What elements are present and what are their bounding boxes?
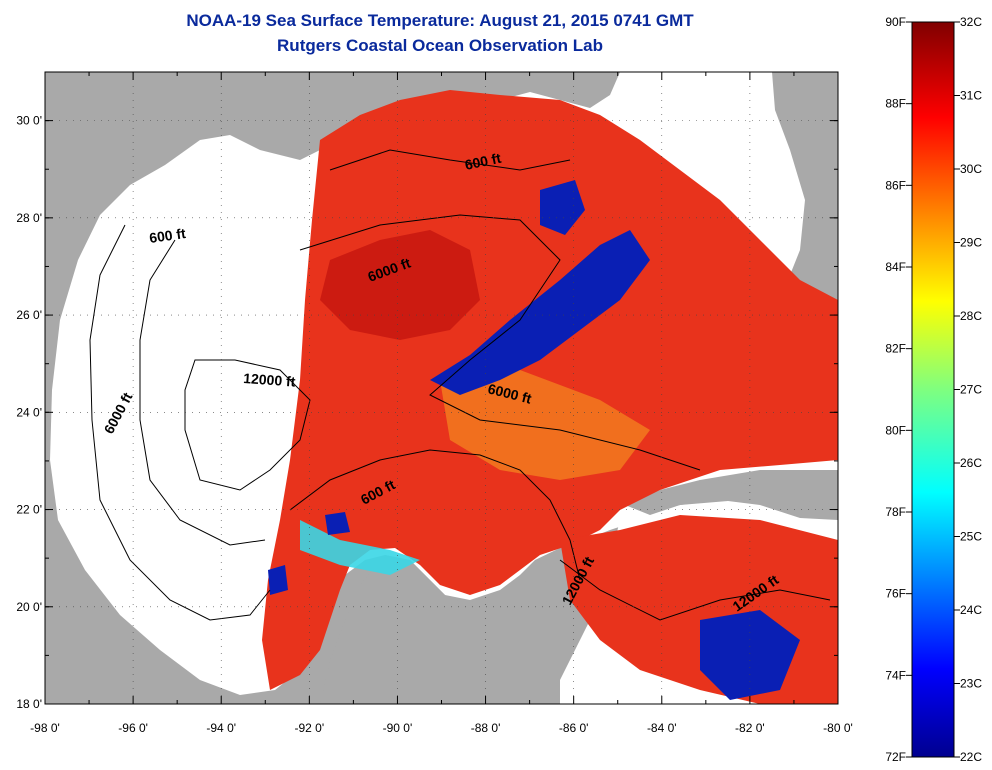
x-tick-label: -86 0' [559,721,589,735]
colorbar-c-label: 30C [960,162,982,176]
y-tick-label: 22 0' [16,503,42,517]
colorbar-c-label: 26C [960,456,982,470]
x-tick-label: -82 0' [735,721,765,735]
chart-title: NOAA-19 Sea Surface Temperature: August … [186,11,694,30]
x-tick-label: -90 0' [383,721,413,735]
y-tick-label: 24 0' [16,405,42,419]
colorbar-c-label: 31C [960,89,982,103]
colorbar-f-label: 84F [885,260,906,274]
map-plot-area [45,72,838,704]
colorbar-c-label: 22C [960,750,982,764]
x-tick-label: -98 0' [30,721,60,735]
chart-title-block: NOAA-19 Sea Surface Temperature: August … [0,8,880,58]
colorbar-f-label: 82F [885,342,906,356]
map-ticks: -98 0' -96 0' -94 0' -92 0' -90 0' -88 0' -86 … [16,72,853,735]
colorbar-celsius-labels: 32C 31C 30C 29C 28C 27C 26C 25C 24C 23C 22C [954,15,982,764]
y-tick-label: 28 0' [16,211,42,225]
colorbar-c-label: 28C [960,309,982,323]
colorbar-c-label: 29C [960,236,982,250]
colorbar-c-label: 25C [960,530,982,544]
bathymetry-contours [89,149,831,621]
colorbar-f-label: 74F [885,668,906,682]
y-tick-label: 26 0' [16,308,42,322]
colorbar-f-label: 72F [885,750,906,764]
cuba-land [625,480,838,520]
colorbar-c-label: 32C [960,15,982,29]
y-tick-label: 20 0' [16,600,42,614]
x-tick-label: -96 0' [118,721,148,735]
yucatan-land [320,555,548,704]
colorbar-c-label: 24C [960,603,982,617]
sst-cyan-fringe [300,520,420,575]
colorbar-f-label: 78F [885,505,906,519]
colorbar-f-label: 90F [885,15,906,29]
sst-cool-caribbean [700,610,800,700]
colorbar [911,21,955,758]
map-grid [45,72,838,704]
sst-cool-campeche [268,565,288,595]
colorbar-f-label: 88F [885,97,906,111]
sst-cool-campeche-2 [325,512,350,535]
colorbar-c-label: 23C [960,677,982,691]
sst-cool-patch-north [540,180,585,235]
x-tick-label: -80 0' [823,721,853,735]
x-tick-label: -94 0' [206,721,236,735]
contour-label-600-north: 600 ft [463,150,502,173]
y-tick-label: 18 0' [16,697,42,711]
colorbar-f-label: 76F [885,587,906,601]
contour-label-600-west: 600 ft [148,225,187,246]
contour-label-12000-center: 12000 ft [243,370,296,390]
x-tick-label: -92 0' [295,721,325,735]
sst-swath-hot [320,230,480,340]
chart-subtitle: Rutgers Coastal Ocean Observation Lab [277,36,603,55]
x-tick-label: -84 0' [647,721,677,735]
colorbar-f-label: 86F [885,178,906,192]
colorbar-f-label: 80F [885,423,906,437]
colorbar-fahrenheit-labels: 90F 88F 86F 84F 82F 80F 78F 76F 74F 72F [885,15,912,764]
y-tick-label: 30 0' [16,114,42,128]
sst-orange-patch [440,370,650,480]
colorbar-c-label: 27C [960,383,982,397]
sst-cool-band [430,230,650,395]
x-tick-label: -88 0' [471,721,501,735]
